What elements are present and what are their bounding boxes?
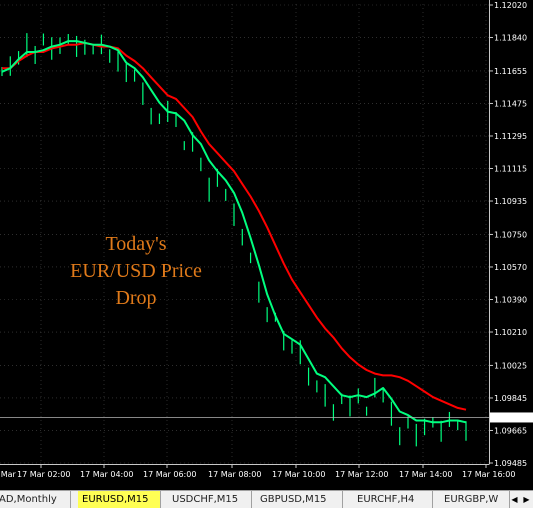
y-tick-label: 1.10750 [494,230,527,239]
chart-annotation: Today's EUR/USD Price Drop [66,231,206,312]
tab-eurchf-h4[interactable]: EURCHF,H4 [353,491,433,508]
y-tick-label: 1.10210 [494,328,527,337]
tab-eurusd-m15[interactable]: EURUSD,M15 [78,491,161,508]
y-tick-label: 1.11295 [494,132,527,141]
price-chart[interactable]: 1.12020 1.11840 1.11655 1.11475 1.11295 1.111… [0,0,533,490]
tab-label: USDCHF,M15 [172,494,239,505]
fast-ma-line [1,40,467,424]
y-tick-label: 1.10935 [494,197,527,206]
chart-canvas[interactable]: 1.12020 1.11840 1.11655 1.11475 1.11295 1.111… [0,0,533,490]
tab-usdchf-m15[interactable]: USDCHF,M15 [168,491,252,508]
y-tick-label: 1.11655 [494,67,527,76]
annotation-line-1: Today's [105,233,167,255]
scroll-tabs-left-icon[interactable]: ◀ [511,495,518,504]
current-price-label: 1.09737 [493,413,526,422]
tab-label: GBPUSD,M15 [260,494,327,505]
chart-tab-bar: AD,Monthly EURUSD,M15 USDCHF,M15 GBPUSD,… [0,490,533,508]
y-tick-label: 1.09485 [494,459,527,468]
x-tick-label: 17 Mar 08:00 [208,470,261,479]
tab-label: AD,Monthly [0,494,57,505]
tab-label: EURUSD,M15 [82,494,149,505]
y-tick-label: 1.09845 [494,394,527,403]
current-price-box [490,412,533,423]
y-tick-label: 1.11840 [494,34,527,43]
y-tick-label: 1.10025 [494,361,527,370]
y-tick-label: 1.10570 [494,263,527,272]
x-tick-label: 17 Mar 14:00 [399,470,452,479]
tab-ad-monthly[interactable]: AD,Monthly [0,491,71,508]
tab-eurgbp-w[interactable]: EURGBP,W [440,491,510,508]
x-tick-label: 17 Mar 10:00 [272,470,325,479]
y-tick-label: 1.11475 [494,99,527,108]
tab-label: EURGBP,W [444,494,499,505]
x-tick-label: 17 Mar 12:00 [335,470,388,479]
annotation-line-2: EUR/USD Price [70,260,202,282]
scroll-tabs-right-icon[interactable]: ▶ [523,495,530,504]
x-tick-label: 17 Mar [0,470,17,479]
x-tick-label: 17 Mar 16:00 [462,470,515,479]
tab-gbpusd-m15[interactable]: GBPUSD,M15 [256,491,343,508]
x-tick-label: 17 Mar 06:00 [143,470,196,479]
y-tick-label: 1.10390 [494,295,527,304]
annotation-line-3: Drop [115,287,157,309]
slow-ma-line [2,41,467,411]
x-tick-label: 17 Mar 04:00 [80,470,133,479]
x-tick-label: 17 Mar 02:00 [17,470,70,479]
tab-label: EURCHF,H4 [357,494,415,505]
y-tick-label: 1.09665 [494,426,527,435]
y-tick-label: 1.12020 [494,1,527,10]
y-tick-label: 1.11115 [494,165,527,174]
